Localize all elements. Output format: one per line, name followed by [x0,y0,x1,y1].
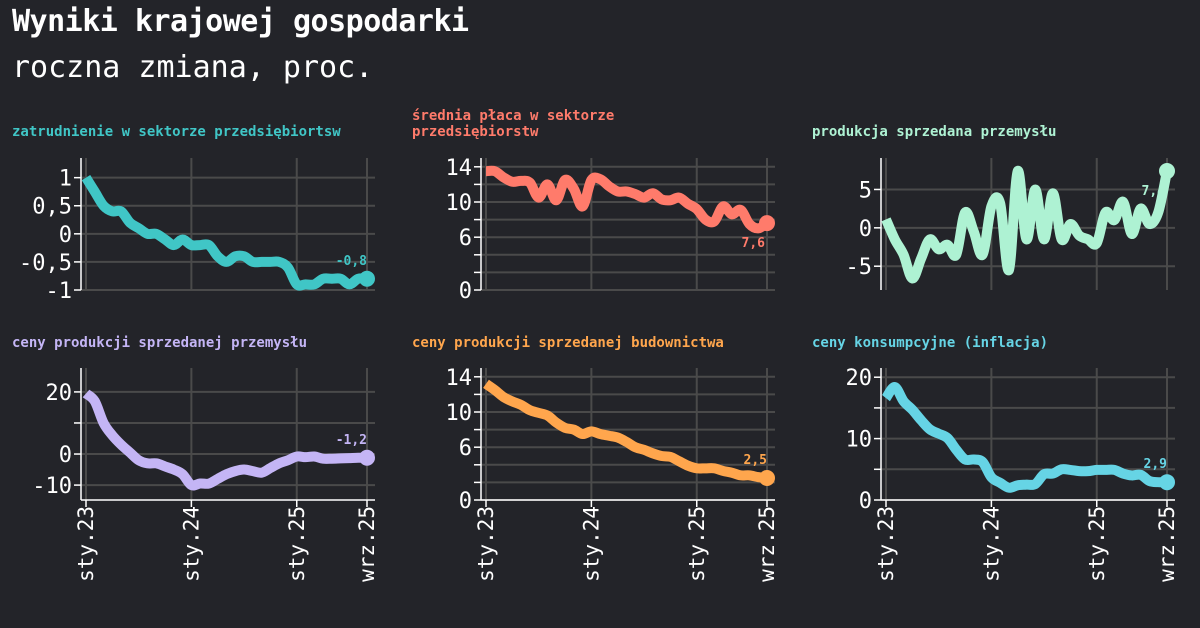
panel-3: ceny produkcji sprzedanej przemysłu -10 0 2… [12,335,379,582]
panel-title: ceny konsumpcyjne (inflacja) [812,335,1048,351]
y-tick-label: -10 [32,474,72,499]
x-tick-label: wrz.25 [755,506,779,582]
chart-title: Wyniki krajowej gospodarki [12,4,469,39]
x-tick-label: sty.23 [874,506,898,582]
y-tick-label: -5 [846,255,873,280]
end-point-marker [1159,474,1175,491]
y-tick-label: 0 [459,279,472,304]
y-tick-label: 0 [859,217,872,242]
chart-subtitle: roczna zmiana, proc. [12,50,374,85]
y-tick-label: 0 [859,489,872,514]
end-point-marker [759,215,775,232]
panel-4: ceny produkcji sprzedanej budownictwa 0 6 1… [412,335,779,582]
panel-title: zatrudnienie w sektorze przedsiębiortsw [12,124,341,140]
series-line [881,382,1168,493]
end-value-label: 7,4 [1142,184,1166,199]
y-tick-label: 10 [446,191,473,216]
y-tick-label: 5 [859,178,872,203]
x-tick-label: wrz.25 [1155,506,1179,582]
panel-0: zatrudnienie w sektorze przedsiębiortsw 1… [12,124,375,304]
panel-title: średnia płaca w sektorze [412,108,614,124]
end-value-label: -1,2 [336,433,367,448]
y-tick-label: 1 [59,167,72,192]
series-line [485,165,770,234]
y-tick-label: 0,5 [32,195,72,220]
end-point-marker [359,270,375,287]
y-tick-label: 10 [846,428,873,453]
y-tick-label: 6 [459,436,472,461]
series-line [82,389,368,491]
panel-title: ceny produkcji sprzedanej przemysłu [12,335,307,351]
panel-title: przedsiębiorstw [412,124,539,140]
y-tick-label: 20 [46,381,73,406]
y-tick-label: 0 [459,489,472,514]
x-tick-label: sty.23 [74,506,98,582]
series-line [483,379,768,483]
x-tick-label: sty.24 [979,506,1003,582]
panel-title: ceny produkcji sprzedanej budownictwa [412,335,724,351]
x-tick-label: sty.25 [1085,506,1109,582]
x-tick-label: sty.24 [579,506,603,582]
y-tick-label: 0 [59,223,72,248]
series-line [881,166,1172,284]
panel-5: ceny konsumpcyjne (inflacja) 0 10 20 sty.23 s… [812,335,1179,582]
end-value-label: -0,8 [336,254,367,269]
y-tick-label: 14 [446,156,473,181]
end-value-label: 2,9 [1144,457,1167,472]
end-point-marker [1159,163,1175,180]
panel-title: produkcja sprzedana przemysłu [812,124,1056,140]
y-tick-label: -0,5 [19,251,72,276]
x-tick-label: sty.23 [474,506,498,582]
x-tick-label: sty.25 [685,506,709,582]
x-tick-label: wrz.25 [355,506,379,582]
y-tick-label: 20 [846,366,873,391]
end-value-label: 2,5 [744,453,767,468]
y-tick-label: 14 [446,366,473,391]
panel-2: produkcja sprzedana przemysłu -5 0 5 7,4 [812,124,1175,290]
y-tick-label: 0 [59,443,72,468]
end-point-marker [359,449,375,466]
y-tick-label: -1 [46,279,73,304]
end-point-marker [759,470,775,486]
y-tick-label: 10 [446,401,473,426]
x-tick-label: sty.25 [285,506,309,582]
end-value-label: 7,6 [742,236,766,251]
series-line [81,175,368,291]
y-tick-label: 6 [459,226,472,251]
x-tick-label: sty.24 [179,506,203,582]
